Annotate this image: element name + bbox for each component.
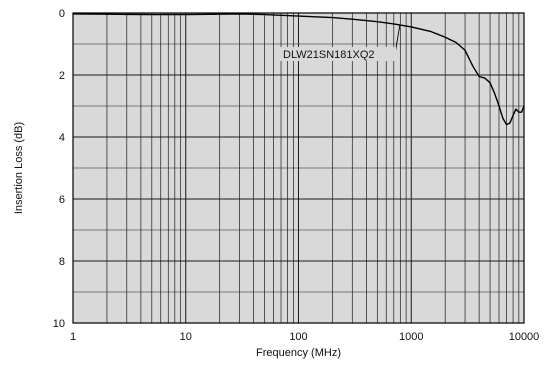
x-tick-label: 1000: [399, 331, 423, 343]
x-tick-label: 10000: [509, 331, 540, 343]
y-tick-label: 4: [59, 132, 65, 144]
series-label: DLW21SN181XQ2: [283, 49, 375, 61]
x-tick-label: 1: [70, 331, 76, 343]
x-axis-title: Frequency (MHz): [256, 347, 341, 359]
y-tick-label: 6: [59, 194, 65, 206]
y-tick-label: 8: [59, 256, 65, 268]
tick-labels: 1 10 100 1000 10000 0 2 4 6 8 10: [53, 8, 540, 343]
y-tick-label: 0: [59, 8, 65, 20]
series-label-background: [280, 47, 396, 61]
series-layer: DLW21SN181XQ2: [72, 13, 525, 126]
grid: [72, 12, 524, 324]
x-tick-label: 10: [180, 331, 192, 343]
plot-frame: [72, 12, 525, 324]
y-tick-label: 2: [59, 70, 65, 82]
x-tick-label: 100: [289, 331, 307, 343]
y-axis-title: Insertion Loss (dB): [13, 122, 25, 214]
y-tick-label: 10: [53, 318, 65, 330]
series-line: [72, 13, 525, 126]
